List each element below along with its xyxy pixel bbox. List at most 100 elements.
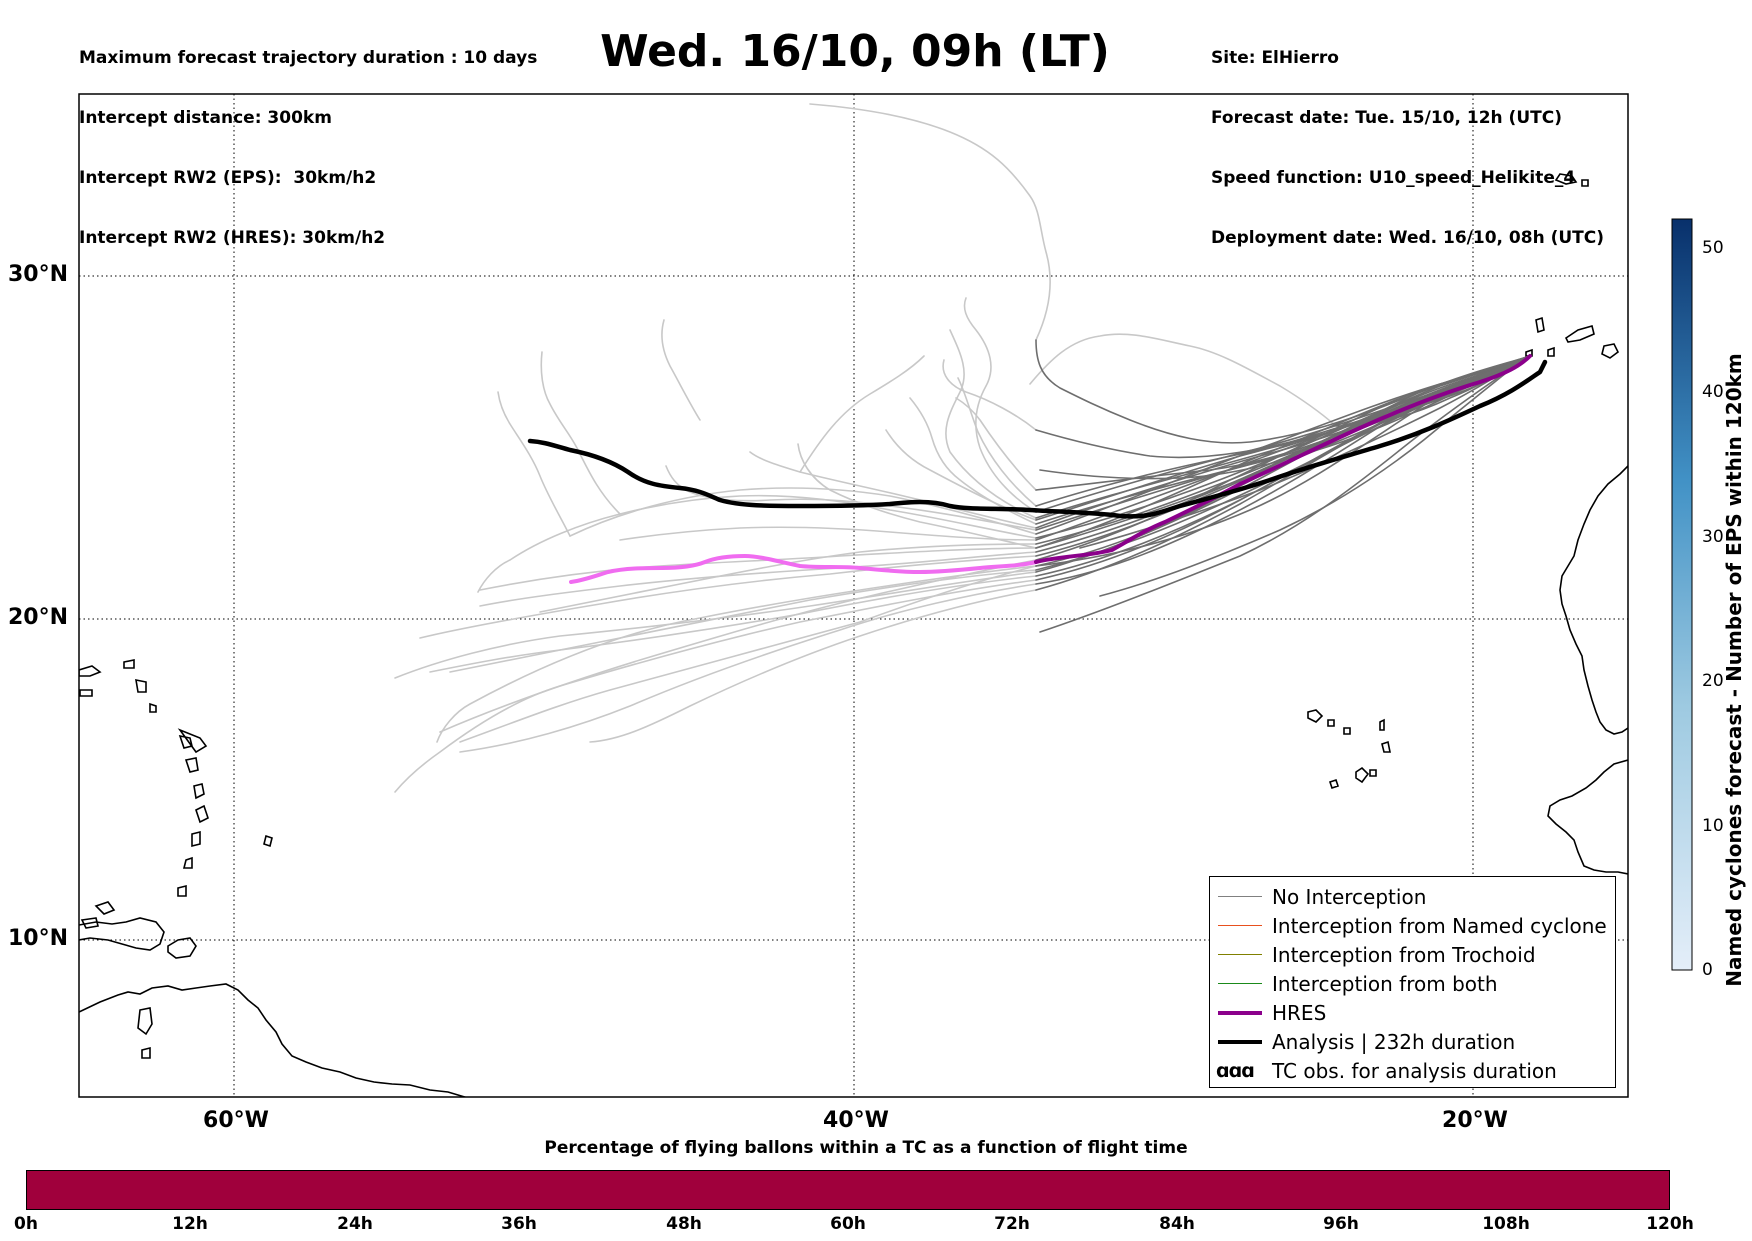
legend: No Interception Interception from Named … [1209,876,1616,1088]
eps-traj-03 [439,559,1037,733]
lat-label-10n: 10°N [8,926,69,951]
eps-traj-18 [957,377,1037,507]
madeira-coast [1554,173,1589,187]
eps-traj-22 [749,451,1037,529]
colorbar-tick-40: 40 [1702,382,1724,402]
eps-traj-10 [429,575,1037,673]
legend-label: Analysis | 232h duration [1272,1030,1516,1054]
forecast-date-text: Forecast date: Tue. 15/10, 12h (UTC) [1211,108,1562,128]
legend-swatch-no-interception [1218,896,1262,897]
max-duration-text: Maximum forecast trajectory duration : 1… [79,48,538,68]
legend-label: TC obs. for analysis duration [1272,1059,1557,1083]
eps-traj-26-near [1035,355,1531,491]
analysis-line [527,359,1548,519]
analysis-trajectory [527,359,1548,519]
page-title: Wed. 16/10, 09h (LT) [600,26,1110,77]
time-tick-24h: 24h [337,1214,373,1234]
africa-coast [1559,465,1628,735]
ensemble-far-segments [394,103,1337,793]
time-tick-60h: 60h [830,1214,866,1234]
lat-label-20n: 20°N [8,605,69,630]
hres-trajectory [569,354,1532,584]
time-tick-120h: 120h [1646,1214,1694,1234]
legend-item-no-interception: No Interception [1210,883,1615,912]
legend-swatch-both [1218,983,1262,984]
legend-item-trochoid: Interception from Trochoid [1210,941,1615,970]
venezuela-islands-coast [80,901,153,1059]
legend-item-hres: HRES [1210,999,1615,1028]
colorbar-tick-10: 10 [1702,816,1724,836]
eps-traj-15 [569,487,1037,537]
legend-label: Interception from Named cyclone [1272,914,1607,938]
colorbar-tick-20: 20 [1702,671,1724,691]
legend-item-tc-obs: ɑɑɑ TC obs. for analysis duration [1210,1057,1615,1086]
eps-traj-09 [479,547,1037,591]
eps-traj-34-near [1099,355,1531,597]
legend-label: HRES [1272,1001,1327,1025]
eps-traj-17 [963,297,1037,513]
speed-function-text: Speed function: U10_speed_Helikite_4 [1211,168,1576,188]
hres-far-segment [569,554,1038,584]
eps-traj-25-near [1035,355,1531,459]
colorbar-tick-0: 0 [1702,960,1713,980]
eps-traj-06 [394,571,1037,679]
time-tick-72h: 72h [994,1214,1030,1234]
eps-traj-04 [419,555,1037,639]
legend-swatch-trochoid [1218,954,1262,955]
time-tick-12h: 12h [172,1214,208,1234]
eps-traj-24-near [1035,339,1531,444]
colorbar-tick-30: 30 [1702,527,1724,547]
canary-islands-coast [1535,316,1620,359]
colorbar [1671,218,1693,971]
eps-traj-02 [459,565,1037,743]
time-tick-96h: 96h [1323,1214,1359,1234]
intercept-hres-text: Intercept RW2 (HRES): 30km/h2 [79,228,386,248]
deployment-date-text: Deployment date: Wed. 16/10, 08h (UTC) [1211,228,1605,248]
lon-label-20w: 20°W [1442,1108,1508,1133]
time-tick-108h: 108h [1482,1214,1530,1234]
eps-traj-12 [589,589,1037,743]
lat-label-30n: 30°N [8,262,69,287]
eps-traj-35-near [1039,355,1531,480]
puerto-rico-coast [79,665,102,697]
colorbar-label: Named cyclones forecast - Number of EPS … [1722,353,1746,987]
eps-traj-07 [394,579,1037,793]
eps-traj-21-near [1035,355,1531,541]
legend-swatch-hres [1218,1011,1262,1015]
hres-near-segment [1034,354,1532,564]
eps-traj-05 [479,551,1037,607]
time-bar-title: Percentage of flying ballons within a TC… [544,1138,1188,1158]
intercept-distance-text: Intercept distance: 300km [79,108,332,128]
cape-verde-coast [1307,709,1391,790]
header-left: Maximum forecast trajectory duration : 1… [79,8,537,268]
lon-label-40w: 40°W [823,1108,889,1133]
legend-swatch-analysis [1218,1040,1262,1044]
lon-label-60w: 60°W [203,1108,269,1133]
trinidad-coast [167,937,197,959]
eps-traj-27 [540,351,621,515]
intercept-eps-text: Intercept RW2 (EPS): 30km/h2 [79,168,377,188]
eps-traj-30 [799,355,925,473]
africa-coast-south [1547,759,1628,875]
legend-swatch-named-cyclone [1218,925,1262,926]
site-text: Site: ElHierro [1211,48,1339,68]
time-tick-36h: 36h [501,1214,537,1234]
eps-traj-33-near [1039,355,1531,633]
colorbar-tick-50: 50 [1702,238,1724,258]
ensemble-near-segments [1035,339,1531,633]
caribbean-coast-west [79,917,165,951]
eps-traj-26 [955,397,1037,491]
eps-traj-11 [449,569,1037,673]
tc-obs-icon: ɑɑɑ [1216,1060,1255,1082]
lesser-antilles-coast [123,659,273,897]
legend-label: Interception from Trochoid [1272,943,1536,967]
time-tick-0h: 0h [14,1214,38,1234]
eps-traj-23 [1029,333,1337,427]
south-america-coast [79,983,468,1097]
eps-traj-28 [661,319,701,421]
legend-item-named-cyclone: Interception from Named cyclone [1210,912,1615,941]
legend-label: No Interception [1272,885,1427,909]
gridlines [79,94,1628,1097]
legend-item-analysis: Analysis | 232h duration [1210,1028,1615,1057]
